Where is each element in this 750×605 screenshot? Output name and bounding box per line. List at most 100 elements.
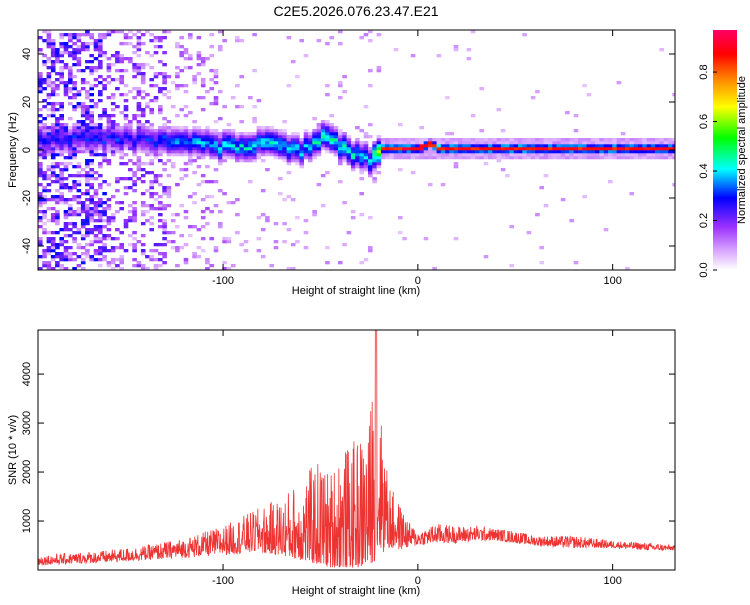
spectrogram-cell bbox=[106, 117, 112, 121]
spectrogram-cell bbox=[89, 60, 94, 64]
spectrogram-cell bbox=[170, 144, 176, 148]
spectrogram-cell bbox=[145, 126, 150, 130]
spectrogram-cell bbox=[256, 99, 262, 103]
spectrogram-cell bbox=[192, 144, 197, 148]
spectrogram-cell bbox=[196, 255, 202, 259]
spectrogram-cell bbox=[672, 156, 675, 160]
spectrogram-cell bbox=[89, 177, 94, 181]
spectrogram-cell bbox=[106, 132, 112, 136]
spectrogram-cell bbox=[218, 30, 223, 34]
spectrogram-cell bbox=[513, 150, 519, 154]
spectrogram-cell bbox=[63, 234, 69, 238]
spectrogram-cell bbox=[526, 156, 532, 160]
spectrogram-cell bbox=[282, 135, 287, 139]
spectrogram-cell bbox=[672, 150, 675, 154]
spectrogram-cell bbox=[475, 141, 480, 145]
spectrogram-cell bbox=[119, 258, 124, 262]
spectrogram-cell bbox=[350, 162, 356, 166]
spectrogram-cell bbox=[42, 216, 47, 220]
spectrogram-cell bbox=[325, 132, 330, 136]
spectrogram-cell bbox=[290, 141, 296, 145]
spectrogram-cell bbox=[295, 159, 300, 163]
spectrogram-cell bbox=[38, 162, 43, 166]
spectrogram-cell bbox=[175, 129, 180, 133]
spectrogram-cell bbox=[226, 135, 232, 139]
spectrogram-cell bbox=[149, 141, 154, 145]
spectrogram-cell bbox=[196, 54, 202, 58]
spectrogram-cell bbox=[136, 66, 142, 70]
spectrogram-cell bbox=[376, 135, 382, 139]
spectrogram-cell bbox=[548, 153, 553, 157]
spectrogram-cell bbox=[368, 249, 373, 253]
spectrogram-cell bbox=[183, 129, 189, 133]
spectrogram-cell bbox=[200, 60, 206, 64]
spectrogram-cell bbox=[608, 141, 613, 145]
spectrogram-cell bbox=[68, 258, 73, 262]
spectrogram-cell bbox=[80, 42, 86, 46]
spectrogram-cell bbox=[188, 162, 193, 166]
spectrogram-cell bbox=[119, 150, 124, 154]
spectrogram-cell bbox=[350, 150, 356, 154]
spectrogram-cell bbox=[659, 138, 664, 142]
spectrogram-cell bbox=[513, 147, 519, 151]
spectrogram-cell bbox=[68, 54, 73, 58]
spectrogram-cell bbox=[132, 219, 137, 223]
spectrogram-cell bbox=[192, 153, 197, 157]
spectrogram-cell bbox=[196, 57, 202, 61]
spectrogram-cell bbox=[115, 78, 120, 82]
colorbar-tick-label: 0.6 bbox=[698, 114, 710, 129]
spectrogram-cell bbox=[76, 150, 82, 154]
spectrogram-cell bbox=[582, 144, 587, 148]
spectrogram-cell bbox=[93, 150, 99, 154]
spectrogram-cell bbox=[192, 252, 197, 256]
spectrogram-cell bbox=[496, 144, 502, 148]
spectrogram-cell bbox=[188, 234, 193, 238]
spectrogram-cell bbox=[265, 219, 270, 223]
spectrogram-cell bbox=[115, 147, 120, 151]
spectrogram-cell bbox=[205, 126, 210, 130]
spectrogram-cell bbox=[72, 240, 77, 244]
spectrogram-cell bbox=[312, 213, 317, 217]
spectrogram-cell bbox=[59, 54, 64, 58]
spectrogram-cell bbox=[76, 63, 82, 67]
spectrogram-cell bbox=[85, 129, 90, 133]
spectrogram-cell bbox=[530, 96, 536, 100]
spectrogram-cell bbox=[406, 147, 412, 151]
spectrogram-cell bbox=[93, 177, 99, 181]
spectrogram-cell bbox=[470, 156, 476, 160]
spectrogram-cell bbox=[552, 141, 557, 145]
spectrogram-cell bbox=[256, 156, 262, 160]
spectrogram-cell bbox=[46, 75, 52, 79]
spectrogram-cell bbox=[329, 126, 334, 130]
spectrogram-cell bbox=[278, 147, 283, 151]
spectrogram-cell bbox=[136, 42, 142, 46]
spectrogram-cell bbox=[59, 243, 64, 247]
spectrogram-cell bbox=[93, 228, 99, 232]
spectrogram-cell bbox=[342, 201, 347, 205]
spectrogram-cell bbox=[239, 144, 244, 148]
spectrogram-cell bbox=[260, 147, 266, 151]
spectrogram-cell bbox=[38, 36, 43, 40]
spectrogram-cell bbox=[620, 153, 626, 157]
spectrogram-cell bbox=[222, 138, 227, 142]
spectrogram-cell bbox=[466, 156, 472, 160]
spectrogram-cell bbox=[76, 243, 82, 247]
spectrogram-cell bbox=[449, 144, 454, 148]
spectrogram-cell bbox=[303, 150, 309, 154]
spectrogram-cell bbox=[230, 132, 236, 136]
spectrogram-cell bbox=[243, 150, 249, 154]
spectrogram-cell bbox=[149, 195, 154, 199]
spectrogram-cell bbox=[586, 141, 592, 145]
spectrogram-cell bbox=[42, 30, 47, 34]
spectrogram-cell bbox=[50, 69, 56, 73]
spectrogram-cell bbox=[55, 243, 60, 247]
spectrogram-cell bbox=[110, 93, 116, 97]
spectrogram-cell bbox=[196, 228, 202, 232]
spectrogram-cell bbox=[63, 93, 69, 97]
spectrogram-cell bbox=[376, 147, 382, 151]
spectrogram-cell bbox=[106, 135, 112, 139]
spectrogram-cell bbox=[158, 105, 163, 109]
spectrogram-cell bbox=[183, 261, 189, 265]
spectrogram-cell bbox=[213, 81, 219, 85]
spectrogram-cell bbox=[316, 153, 322, 157]
